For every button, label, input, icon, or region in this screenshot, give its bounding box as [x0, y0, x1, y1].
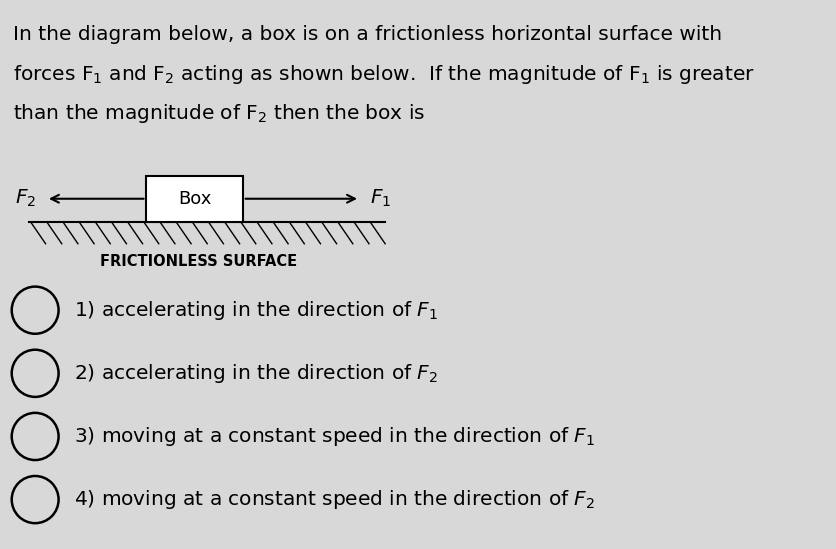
Text: than the magnitude of F$_2$ then the box is: than the magnitude of F$_2$ then the box…	[13, 102, 425, 125]
Text: 1) accelerating in the direction of $F_1$: 1) accelerating in the direction of $F_1…	[74, 299, 437, 322]
Text: FRICTIONLESS SURFACE: FRICTIONLESS SURFACE	[100, 254, 297, 269]
Bar	[146, 176, 242, 222]
Text: Box: Box	[178, 190, 211, 208]
Text: 4) moving at a constant speed in the direction of $F_2$: 4) moving at a constant speed in the dir…	[74, 488, 594, 511]
Text: 2) accelerating in the direction of $F_2$: 2) accelerating in the direction of $F_2…	[74, 362, 437, 385]
Text: In the diagram below, a box is on a frictionless horizontal surface with: In the diagram below, a box is on a fric…	[13, 25, 721, 44]
Text: 3) moving at a constant speed in the direction of $F_1$: 3) moving at a constant speed in the dir…	[74, 425, 594, 448]
Text: $F_2$: $F_2$	[15, 188, 36, 209]
Text: forces F$_1$ and F$_2$ acting as shown below.  If the magnitude of F$_1$ is grea: forces F$_1$ and F$_2$ acting as shown b…	[13, 63, 753, 86]
Text: $F_1$: $F_1$	[370, 188, 390, 209]
